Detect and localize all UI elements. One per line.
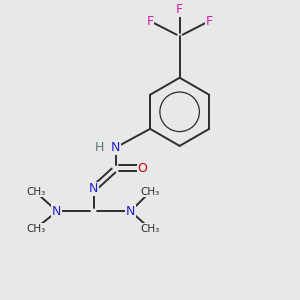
Text: N: N — [89, 182, 98, 195]
Text: N: N — [126, 205, 135, 218]
Text: F: F — [146, 15, 154, 28]
Text: F: F — [176, 3, 183, 16]
Text: CH₃: CH₃ — [26, 224, 46, 234]
Text: CH₃: CH₃ — [140, 224, 160, 234]
Text: H: H — [95, 141, 104, 154]
Text: CH₃: CH₃ — [140, 187, 160, 197]
Text: N: N — [111, 141, 121, 154]
Text: F: F — [206, 15, 213, 28]
Text: O: O — [138, 162, 148, 175]
Text: CH₃: CH₃ — [26, 187, 46, 197]
Text: N: N — [52, 205, 61, 218]
